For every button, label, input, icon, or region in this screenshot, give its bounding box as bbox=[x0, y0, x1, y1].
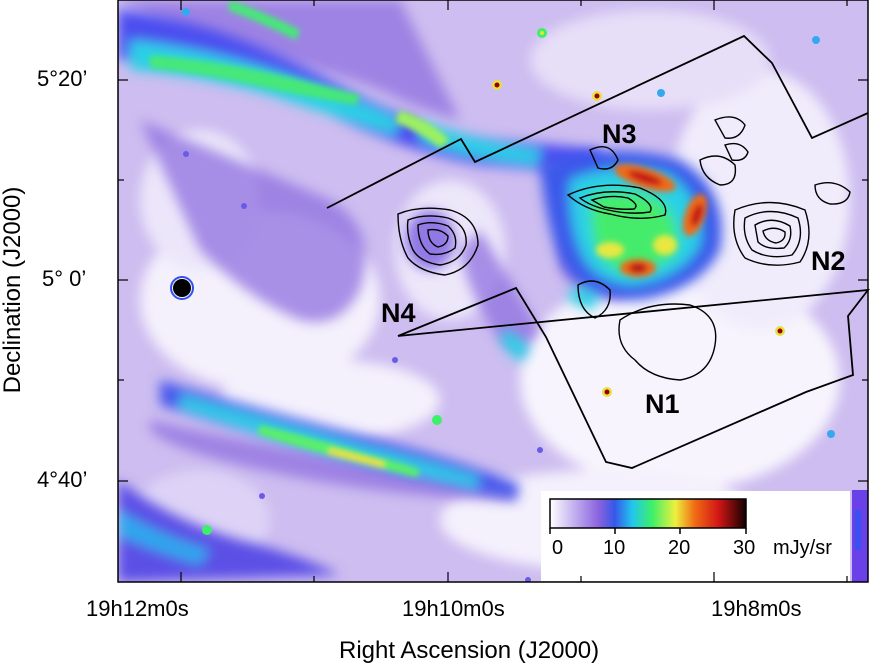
plot-frame bbox=[117, 0, 869, 583]
y-tick-label: 5°20’ bbox=[37, 66, 88, 91]
colorbar-gradient bbox=[549, 498, 747, 529]
colorbar-tick-20: 20 bbox=[668, 537, 691, 559]
colorbar bbox=[541, 491, 850, 581]
contours bbox=[397, 116, 851, 381]
colorbar-tick-30: 30 bbox=[733, 537, 756, 559]
survey-boundary bbox=[326, 34, 870, 469]
colorbar-unit: mJy/sr bbox=[773, 537, 832, 559]
point-sources bbox=[170, 8, 835, 582]
x-tick-label: 19h10m0s bbox=[402, 596, 505, 621]
y-tick-label: 5° 0’ bbox=[42, 266, 87, 291]
y-axis-title: Declination (J2000) bbox=[0, 186, 26, 394]
region-label-n2: N2 bbox=[811, 246, 846, 276]
colorbar-tick-0: 0 bbox=[552, 537, 564, 559]
x-tick-label: 19h8m0s bbox=[711, 596, 802, 621]
x-axis-title: Right Ascension (J2000) bbox=[339, 637, 600, 664]
region-label-n4: N4 bbox=[381, 298, 416, 328]
region-label-n1: N1 bbox=[645, 389, 680, 419]
y-tick-label: 4°40’ bbox=[37, 467, 88, 492]
region-label-n3: N3 bbox=[602, 119, 637, 149]
axis-ticks bbox=[118, 0, 868, 582]
x-tick-label: 19h12m0s bbox=[86, 596, 189, 621]
colorbar-tick-10: 10 bbox=[603, 537, 626, 559]
